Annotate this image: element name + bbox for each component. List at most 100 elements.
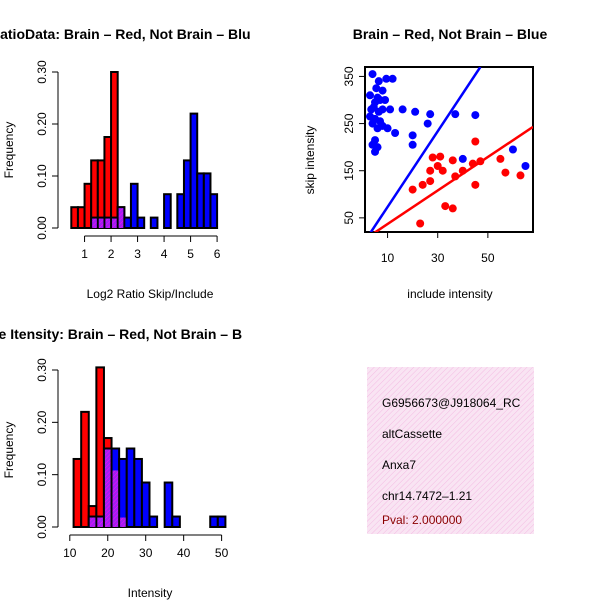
point-not-brain <box>373 124 382 133</box>
point-not-brain <box>368 119 377 128</box>
bar-brain <box>95 366 105 528</box>
info-hatch <box>367 367 534 534</box>
point-not-brain <box>382 74 391 83</box>
x-tick-label: 10 <box>381 251 395 265</box>
bar-not-brain <box>209 193 219 229</box>
point-not-brain <box>366 91 375 100</box>
x-tick-label: 10 <box>63 546 77 560</box>
y-tick-label: 50 <box>342 211 356 225</box>
point-brain <box>426 177 435 186</box>
intensity-hist-axes: 10 20 30 40 50 0.00 0.10 0.20 0.30 <box>35 358 229 560</box>
bar-brain <box>80 410 90 528</box>
y-tick-label: 0.30 <box>35 358 49 382</box>
x-tick-label: 4 <box>161 247 168 261</box>
bar-not-brain <box>149 216 159 230</box>
scatter-points <box>366 67 533 232</box>
x-tick-label: 30 <box>431 251 445 265</box>
bar-brain <box>110 71 119 229</box>
bar-overlap <box>112 470 119 527</box>
scatter-title: Brain – Red, Not Brain – Blue <box>353 26 548 42</box>
bar-not-brain <box>125 447 136 528</box>
point-not-brain <box>398 105 407 114</box>
info-gene: Anxa7 <box>382 458 416 472</box>
y-tick-label: 150 <box>342 160 356 180</box>
point-brain <box>418 180 427 189</box>
bar-overlap <box>92 218 97 228</box>
ratio-hist-bars <box>70 71 219 230</box>
ratio-hist-axes: 1 2 3 4 5 6 0.00 0.10 0.20 0.30 <box>35 60 221 261</box>
y-tick-label: 0.00 <box>35 216 49 240</box>
info-id: G6956673@J918064_RC <box>382 396 521 410</box>
scatter-inner <box>366 67 533 232</box>
x-tick-label: 20 <box>101 546 115 560</box>
point-not-brain <box>391 129 400 137</box>
bar-not-brain <box>216 515 227 528</box>
point-brain <box>448 156 457 165</box>
point-brain <box>458 166 467 175</box>
point-not-brain <box>451 110 460 119</box>
intensity-hist-ylabel: Frequency <box>2 422 16 479</box>
point-brain <box>436 152 445 161</box>
bar-not-brain <box>189 112 199 229</box>
x-tick-label: 50 <box>481 251 495 265</box>
bar-not-brain <box>163 481 174 528</box>
bar-not-brain <box>140 481 151 528</box>
scatter-frame <box>364 66 534 233</box>
x-tick-label: 2 <box>108 247 115 261</box>
point-brain <box>451 172 460 181</box>
y-tick-label: 0.30 <box>35 60 49 84</box>
point-not-brain <box>374 107 383 116</box>
bar-overlap <box>120 517 126 527</box>
point-not-brain <box>423 119 432 128</box>
y-tick-label: 0.00 <box>35 515 49 539</box>
x-tick-label: 6 <box>214 247 221 261</box>
y-tick-label: 0.10 <box>35 463 49 487</box>
bar-not-brain <box>171 515 181 528</box>
intensity-histogram-panel: ne Itensity: Brain – Red, Not Brain – B … <box>0 326 242 600</box>
point-not-brain <box>521 162 530 170</box>
intensity-hist-xlabel: Intensity <box>128 586 173 600</box>
y-tick-label: 250 <box>342 113 356 133</box>
point-not-brain <box>426 110 435 119</box>
point-brain <box>476 157 485 166</box>
scatter-ylabel: skip intensity <box>303 126 317 195</box>
point-brain <box>496 154 505 163</box>
point-not-brain <box>368 70 377 79</box>
bar-not-brain <box>129 182 139 230</box>
bar-overlap <box>118 208 124 228</box>
point-not-brain <box>371 147 380 156</box>
point-brain <box>471 180 480 189</box>
point-brain <box>408 185 417 194</box>
point-brain <box>433 162 442 170</box>
info-location: chr14.7472–1.21 <box>382 489 472 503</box>
point-not-brain <box>408 131 417 140</box>
point-not-brain <box>471 111 480 120</box>
x-tick-label: 1 <box>81 247 88 261</box>
point-brain <box>468 159 477 168</box>
y-tick-label: 0.20 <box>35 112 49 136</box>
scatter-axes: 10 30 50 50 150 250 350 <box>342 66 495 265</box>
bar-overlap <box>104 449 111 527</box>
bar-not-brain <box>136 216 146 230</box>
bar-overlap <box>97 517 103 527</box>
point-brain <box>516 171 525 180</box>
info-panel: G6956673@J918064_RC altCassette Anxa7 ch… <box>367 367 534 534</box>
bar-overlap <box>89 517 96 527</box>
ratio-hist-ylabel: Frequency <box>2 122 16 179</box>
point-not-brain <box>383 124 392 133</box>
bar-overlap <box>98 218 104 228</box>
x-tick-label: 5 <box>187 247 194 261</box>
info-pval: Pval: 2.000000 <box>382 513 462 527</box>
ratio-hist-xlabel: Log2 Ratio Skip/Include <box>87 287 214 301</box>
point-not-brain <box>374 77 383 86</box>
info-event-type: altCassette <box>382 427 442 441</box>
ratio-hist-title: RatioData: Brain – Red, Not Brain – Blu <box>0 26 251 42</box>
point-brain <box>438 166 447 175</box>
bar-not-brain <box>163 193 172 229</box>
point-not-brain <box>372 84 381 93</box>
x-tick-label: 50 <box>215 546 229 560</box>
point-not-brain <box>508 145 517 154</box>
point-not-brain <box>458 154 467 163</box>
bar-overlap <box>112 218 117 228</box>
point-brain <box>441 202 450 211</box>
